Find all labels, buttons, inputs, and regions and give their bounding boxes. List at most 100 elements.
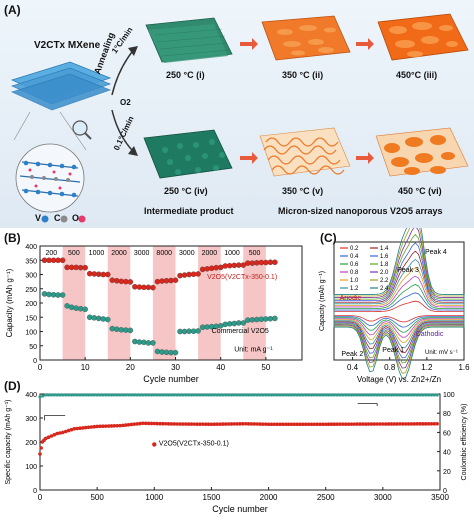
point-capacity xyxy=(38,452,42,456)
point-capacity xyxy=(281,422,285,427)
point-efficiency xyxy=(315,393,319,397)
point-v2o5-mxene xyxy=(177,272,183,279)
sample-250-i xyxy=(145,17,233,63)
point-capacity xyxy=(238,422,242,426)
annotation-peak2: Peak 2 xyxy=(341,351,363,358)
y-tick-label: 300 xyxy=(25,273,37,280)
point-commercial xyxy=(82,306,88,313)
point-capacity xyxy=(292,422,297,427)
caption-arrays: Micron-sized nanoporous V2O5 arrays xyxy=(278,206,443,216)
point-v2o5-mxene xyxy=(199,266,206,273)
shaded-band xyxy=(62,246,86,360)
point-capacity xyxy=(378,422,382,426)
point-efficiency xyxy=(101,393,105,397)
point-efficiency xyxy=(361,393,365,397)
point-capacity xyxy=(343,422,348,426)
point-efficiency xyxy=(141,393,145,397)
rate-label: 500 xyxy=(249,250,261,257)
point-efficiency xyxy=(52,393,56,397)
point-efficiency xyxy=(241,393,245,397)
point-capacity xyxy=(261,422,265,426)
point-capacity xyxy=(212,422,217,426)
point-capacity xyxy=(349,422,354,426)
point-efficiency xyxy=(249,393,254,397)
series-label-commercial: Commercial V2O5 xyxy=(212,328,269,335)
point-capacity xyxy=(346,422,351,426)
point-capacity xyxy=(95,424,99,429)
point-capacity xyxy=(283,422,288,427)
point-efficiency xyxy=(338,393,342,397)
point-efficiency xyxy=(58,393,62,397)
point-efficiency xyxy=(378,393,382,397)
annotation-peak4: Peak 4 xyxy=(425,249,447,256)
point-capacity xyxy=(52,433,57,437)
point-efficiency xyxy=(221,393,225,397)
point-capacity xyxy=(81,426,85,430)
point-efficiency xyxy=(61,393,65,397)
point-efficiency xyxy=(109,393,114,397)
point-efficiency xyxy=(209,393,214,397)
point-capacity xyxy=(192,422,197,426)
point-capacity xyxy=(112,424,117,428)
point-efficiency xyxy=(355,393,359,397)
point-efficiency xyxy=(118,393,122,397)
sample-450-vi xyxy=(375,127,469,177)
point-capacity xyxy=(69,427,74,432)
sample-450-iii xyxy=(377,13,469,61)
point-efficiency xyxy=(78,393,82,397)
point-efficiency xyxy=(244,393,248,397)
point-capacity xyxy=(246,422,251,426)
point-capacity xyxy=(46,435,51,439)
point-capacity xyxy=(218,422,222,426)
point-efficiency xyxy=(106,393,111,397)
x-axis-label: Cycle number xyxy=(212,504,268,514)
point-v2o5-mxene xyxy=(150,284,156,291)
unit-note: Unit: mA g⁻¹ xyxy=(234,346,273,353)
shaded-band xyxy=(198,246,221,360)
point-efficiency xyxy=(326,393,331,397)
x-tick-label: 0.8 xyxy=(384,363,396,372)
x-tick-label: 2000 xyxy=(260,493,278,502)
point-capacity xyxy=(55,431,59,436)
point-capacity xyxy=(318,422,322,427)
unit-note: Unit: mV s⁻¹ xyxy=(425,350,458,356)
point-capacity xyxy=(263,422,268,426)
point-capacity xyxy=(303,422,308,427)
legend-c: C xyxy=(54,213,61,223)
point-efficiency xyxy=(429,393,434,397)
point-efficiency xyxy=(252,393,256,397)
branch-arrows xyxy=(111,46,138,156)
point-capacity xyxy=(326,422,331,427)
long-cycling-chart: 0 500 1000 1500 2000 2500 3000 3500010020030040… xyxy=(5,392,468,514)
rate-label: 2000 xyxy=(111,250,127,257)
point-efficiency xyxy=(389,393,394,397)
point-efficiency xyxy=(266,393,271,397)
panel-a-illustration xyxy=(10,13,469,223)
point-efficiency xyxy=(261,393,265,397)
point-capacity xyxy=(72,427,77,431)
point-capacity xyxy=(412,422,417,426)
x-tick-label: 500 xyxy=(90,493,104,502)
point-capacity xyxy=(158,421,162,426)
point-efficiency xyxy=(169,393,174,397)
caption-intermediate: Intermediate product xyxy=(144,206,234,216)
legend-entry: 1.6 xyxy=(380,254,389,260)
point-efficiency xyxy=(195,393,199,397)
point-capacity xyxy=(406,422,411,426)
rate-label: 8000 xyxy=(156,250,172,257)
point-capacity xyxy=(369,422,374,426)
point-capacity xyxy=(166,422,171,426)
rate-label: 2000 xyxy=(202,250,218,257)
point-capacity xyxy=(189,422,194,426)
point-efficiency xyxy=(38,395,42,399)
point-v2o5-mxene xyxy=(208,265,215,271)
point-efficiency xyxy=(401,393,405,397)
point-capacity xyxy=(338,422,342,426)
point-efficiency xyxy=(264,393,268,397)
point-efficiency xyxy=(129,393,134,397)
point-efficiency xyxy=(346,393,351,397)
point-commercial xyxy=(95,315,102,322)
point-efficiency xyxy=(121,393,125,397)
point-efficiency xyxy=(164,393,168,397)
y-axis-label: Specific capacity (mAh g⁻¹) xyxy=(5,400,12,485)
